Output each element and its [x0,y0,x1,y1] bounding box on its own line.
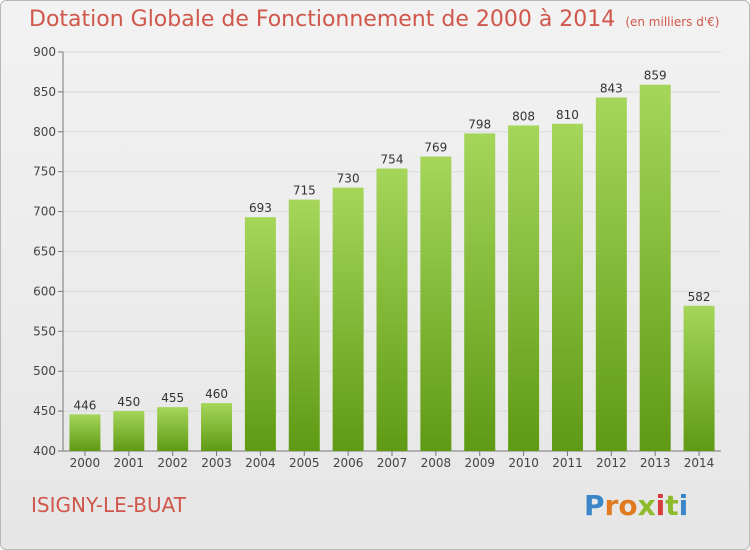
x-tick-label: 2004 [245,456,276,470]
y-tick-label: 450 [33,404,56,418]
commune-name: ISIGNY-LE-BUAT [31,493,186,517]
bar-2001 [113,411,145,451]
logo-letter: i [678,489,689,522]
data-label: 455 [161,391,184,405]
bar-2005 [288,199,320,451]
bar-2007 [376,168,408,451]
x-tick-label: 2005 [289,456,320,470]
y-tick-label: 550 [33,324,56,338]
y-tick-label: 400 [33,444,56,458]
y-tick-label: 600 [33,284,56,298]
x-tick-label: 2003 [201,456,232,470]
bar-2010 [508,125,540,451]
bar-2014 [683,305,715,451]
data-label: 730 [337,172,360,186]
data-label: 843 [600,81,623,95]
data-label: 754 [381,153,404,167]
data-label: 808 [512,109,535,123]
chart-title: Dotation Globale de Fonctionnement de 20… [29,7,719,32]
bar-2003 [201,403,233,451]
x-tick-label: 2006 [333,456,364,470]
logo-letter: i [655,489,666,522]
logo-letter: o [618,489,638,522]
y-tick-label: 700 [33,205,56,219]
x-tick-label: 2013 [640,456,671,470]
logo-letter: P [584,489,605,522]
x-tick-label: 2002 [157,456,188,470]
bar-2009 [464,133,496,451]
data-label: 715 [293,184,316,198]
data-label: 460 [205,387,228,401]
logo-letter: r [604,489,619,522]
bars [69,84,715,452]
bar-2004 [244,217,276,451]
x-tick-label: 2000 [70,456,101,470]
title-text: Dotation Globale de Fonctionnement de 20… [29,7,616,32]
x-tick-label: 2010 [508,456,539,470]
x-tick-label: 2007 [377,456,408,470]
bar-2008 [420,156,452,451]
data-label: 582 [688,290,711,304]
logo-letter: x [637,489,656,522]
x-tick-label: 2009 [464,456,495,470]
x-tick-label: 2008 [421,456,452,470]
y-tick-label: 800 [33,125,56,139]
data-labels: 446 450 455 460 693 715 730 754 769 798 808 810 843 8… [73,69,710,413]
data-label: 769 [424,141,447,155]
data-label: 450 [117,395,140,409]
x-tick-label: 2001 [114,456,145,470]
bar-2012 [595,97,627,452]
x-tick-label: 2012 [596,456,627,470]
proxiti-logo[interactable]: Proxiti [584,489,688,522]
data-label: 693 [249,201,272,215]
y-tick-label: 500 [33,364,56,378]
data-label: 810 [556,108,579,122]
y-tick-label: 850 [33,85,56,99]
data-label: 859 [644,69,667,83]
bar-2013 [639,84,671,451]
y-tick-label: 900 [33,45,56,59]
logo-letter: t [665,489,679,522]
x-tick-label: 2011 [552,456,583,470]
y-tick-label: 750 [33,165,56,179]
x-tick-label: 2014 [684,456,715,470]
data-label: 446 [73,398,96,412]
data-label: 798 [468,117,491,131]
unit-subtitle: (en milliers d'€) [625,15,720,29]
y-tick-label: 650 [33,245,56,259]
bar-2000 [69,414,101,451]
bar-2002 [157,407,189,451]
bar-2011 [551,123,583,451]
bar-2006 [332,187,364,451]
